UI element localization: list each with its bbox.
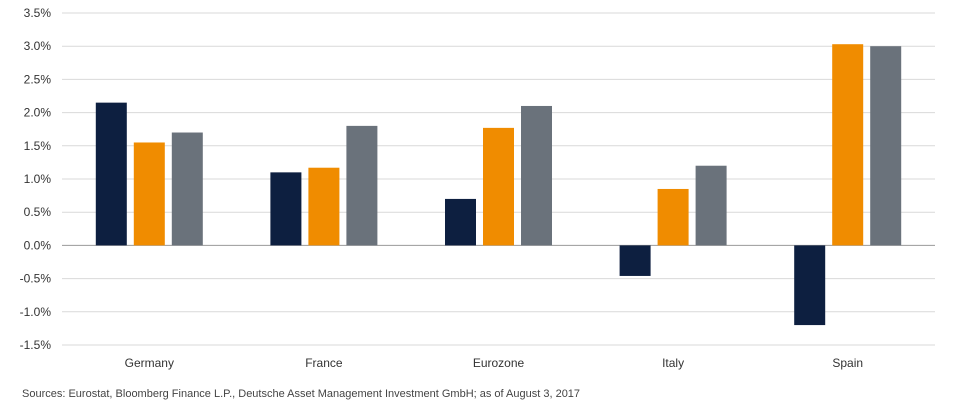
x-axis-category-labels: Germany France Eurozone Italy Spain <box>125 356 863 370</box>
y-tick-label: -1.5% <box>20 338 52 352</box>
y-tick-label: -1.0% <box>20 305 52 319</box>
source-footnote: Sources: Eurostat, Bloomberg Finance L.P… <box>22 388 581 400</box>
bar <box>445 198 476 246</box>
y-tick-label: 1.0% <box>24 172 52 186</box>
y-tick-label: 1.5% <box>24 139 52 153</box>
x-category-label: Eurozone <box>473 356 525 370</box>
bar <box>346 125 378 246</box>
bar <box>657 188 689 246</box>
y-tick-label: 3.5% <box>24 6 52 20</box>
bar <box>308 167 340 246</box>
y-tick-label: 0.0% <box>24 238 52 252</box>
bar <box>619 245 651 276</box>
bar <box>794 245 826 326</box>
y-tick-label: 3.0% <box>24 39 52 53</box>
y-tick-label: 2.5% <box>24 72 52 86</box>
y-tick-label: -0.5% <box>20 272 52 286</box>
x-category-label: France <box>305 356 343 370</box>
bar <box>695 165 727 246</box>
y-tick-label: 0.5% <box>24 205 52 219</box>
bar <box>870 46 902 246</box>
y-tick-label: 2.0% <box>24 106 52 120</box>
x-category-label: Germany <box>125 356 174 370</box>
x-category-label: Spain <box>832 356 863 370</box>
bar <box>832 44 864 246</box>
bar <box>171 132 203 246</box>
bar <box>133 142 165 246</box>
bar <box>483 127 514 246</box>
y-axis-tick-labels: -1.5% -1.0% -0.5% 0.0% 0.5% 1.0% 1.5% 2.0% 2.5% 3… <box>20 6 52 352</box>
bar <box>270 172 302 246</box>
bars <box>95 44 902 326</box>
bar <box>521 105 552 246</box>
bar <box>95 102 127 246</box>
x-category-label: Italy <box>662 356 684 370</box>
